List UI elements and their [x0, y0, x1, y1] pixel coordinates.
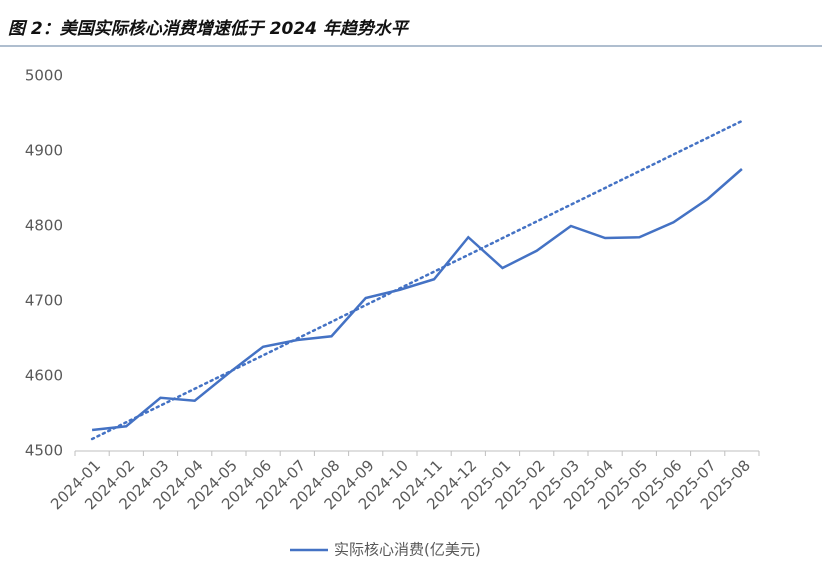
y-tick-label: 4700	[25, 292, 63, 310]
chart-title: 图 2：美国实际核心消费增速低于 2024 年趋势水平	[8, 19, 410, 39]
trendline	[90, 119, 744, 441]
y-tick-label: 4500	[25, 442, 63, 460]
legend-label: 实际核心消费(亿美元)	[334, 541, 481, 559]
y-tick-label: 4900	[25, 142, 63, 160]
series-line	[91, 168, 743, 432]
y-tick-label: 4800	[25, 217, 63, 235]
y-tick-label: 5000	[25, 67, 63, 85]
y-tick-label: 4600	[25, 367, 63, 385]
